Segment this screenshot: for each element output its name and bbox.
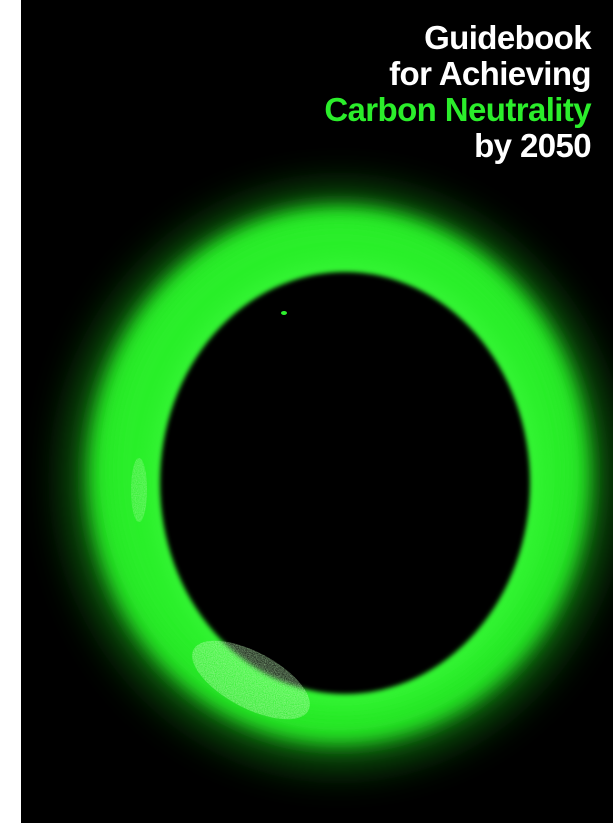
cover-title: Guidebook for Achieving Carbon Neutralit… xyxy=(324,20,591,164)
glowing-green-ring-image xyxy=(69,193,609,763)
ring-opening xyxy=(160,272,530,694)
title-line-by-2050: by 2050 xyxy=(474,127,592,164)
book-cover: Guidebook for Achieving Carbon Neutralit… xyxy=(21,0,613,823)
title-line-for-achieving: for Achieving xyxy=(389,55,591,92)
title-line-guidebook: Guidebook xyxy=(424,19,592,56)
title-line-carbon-neutrality: Carbon Neutrality xyxy=(324,91,591,128)
